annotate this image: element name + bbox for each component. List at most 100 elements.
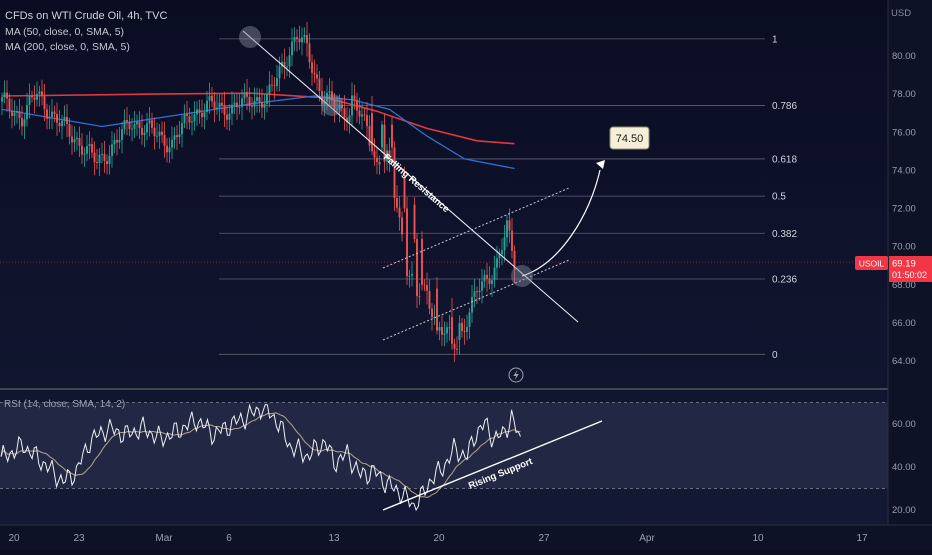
candle-body [26,104,28,120]
candle-body [283,61,286,67]
candle-body [333,100,336,110]
candle-body [451,317,453,344]
candle-body [318,78,321,92]
candle-body [388,150,391,160]
candle-body [351,95,353,116]
target-label-box [609,126,650,150]
fib-level-label: 0.5 [772,192,786,203]
candle-body [6,92,8,99]
candle-body [78,137,81,146]
time-axis[interactable] [0,525,932,550]
candle-body [421,239,423,285]
candle-body [106,160,108,164]
candle-body [18,111,21,119]
candle-body [48,116,51,119]
candle-body [326,92,328,102]
candle-body [56,113,58,123]
candle-body [373,151,376,158]
candle-body [223,105,226,115]
candle-body [186,114,188,116]
time-tick-label: Apr [639,533,655,544]
time-tick-label: 17 [856,533,868,544]
candle-body [338,104,341,109]
candle-body [441,327,443,335]
candle-body [493,267,496,281]
candle-body [96,161,98,163]
ma200-legend[interactable]: MA (200, close, 0, SMA, 5) [5,41,130,53]
candle-body [276,78,278,87]
candle-body [76,137,78,140]
lightning-icon[interactable] [508,367,524,383]
candle-body [341,104,343,109]
candle-body [271,84,273,86]
candle-body [243,92,246,99]
candle-body [211,95,213,102]
projection-arrowhead [596,160,605,169]
candle-body [246,92,248,97]
candle-body [151,120,153,128]
candle-body [353,95,356,100]
candle-body [191,121,193,123]
candle-body [306,35,308,44]
candle-body [168,147,171,153]
candle-body [203,112,206,118]
candle-body [313,72,316,75]
candle-body [11,110,13,116]
candle-body [303,35,306,38]
candle-body [426,285,428,291]
candle-body [171,139,173,148]
candle-body [511,230,513,251]
candle-body [401,217,403,235]
rsi-signal-line [0,412,521,498]
candle-body [501,250,503,255]
candle-body [36,93,38,100]
candle-body [431,308,433,318]
candle-body [33,97,36,100]
candle-body [233,102,236,105]
candle-body [28,95,31,105]
candle-body [346,117,348,123]
touch-point-marker [511,265,533,287]
candle-body [273,85,276,87]
candle-body [91,144,93,153]
time-tick-label: 10 [752,533,764,544]
candle-body [406,208,408,277]
candle-body [463,331,466,332]
candle-body [218,102,221,108]
current-price-badge[interactable]: USOIL 69.19 01:50:02 [855,256,932,282]
fib-level-label: 0 [772,350,778,361]
time-tick-label: 20 [8,533,20,544]
candle-body [378,162,381,165]
candle-body [63,116,66,121]
symbol-tag-text: USOIL [859,259,885,269]
candle-body [376,157,378,163]
price-tag [889,256,932,282]
candle-body [61,120,63,127]
candle-body [428,290,431,309]
touch-point-marker [321,94,343,116]
candle-body [31,95,33,98]
candle-body [468,312,471,327]
rsi-legend[interactable]: RSI (14, close, SMA, 14, 2) [4,399,125,410]
candle-body [16,111,18,113]
ma50-legend[interactable]: MA (50, close, 0, SMA, 5) [5,26,124,38]
candle-body [111,144,113,156]
candle-body [23,119,26,127]
chart-title[interactable]: CFDs on WTI Crude Oil, 4h, TVC [5,10,167,22]
candle-body [471,297,473,313]
candle-body [141,127,143,135]
candle-body [256,97,258,101]
fib-level-label: 0.382 [772,229,797,240]
candle-body [436,288,438,331]
candle-body [221,102,223,106]
rsi-pane[interactable]: Rising Support [0,402,888,512]
candle-body [138,121,141,128]
target-callout[interactable]: 74.50 [609,126,650,150]
candle-body [231,104,233,114]
symbol-tag [855,256,888,270]
candle-body [226,114,228,120]
candle-body [443,333,446,335]
